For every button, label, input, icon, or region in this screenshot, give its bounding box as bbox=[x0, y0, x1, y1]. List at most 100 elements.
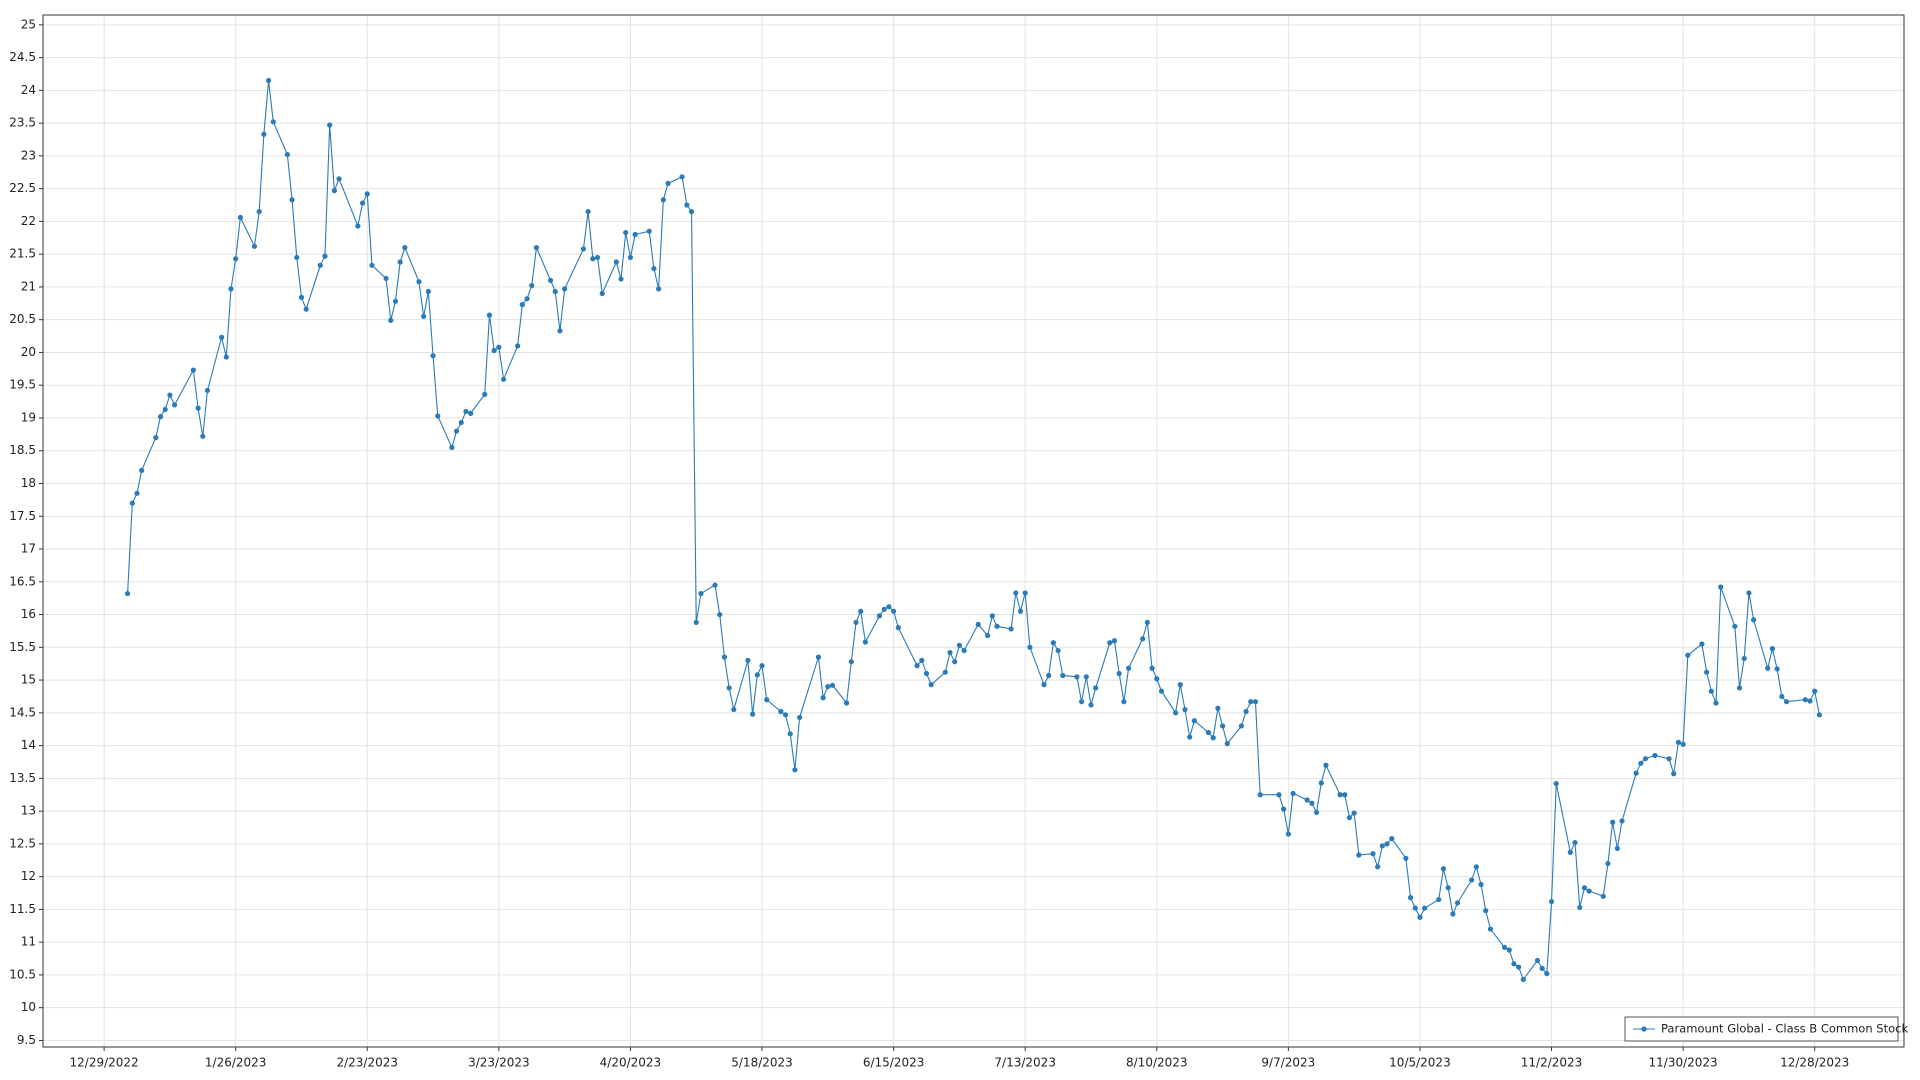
data-point bbox=[383, 275, 389, 282]
y-tick-label: 14.5 bbox=[9, 705, 36, 719]
data-point bbox=[844, 700, 850, 706]
data-point bbox=[223, 354, 229, 360]
data-point bbox=[1389, 836, 1395, 842]
data-point bbox=[1177, 682, 1183, 688]
data-point bbox=[1779, 693, 1785, 700]
data-point bbox=[124, 590, 131, 597]
data-point bbox=[632, 231, 638, 238]
data-point bbox=[1450, 911, 1456, 917]
data-point bbox=[1436, 896, 1442, 903]
data-point bbox=[1318, 780, 1324, 786]
data-point bbox=[233, 256, 239, 262]
data-point bbox=[1219, 723, 1226, 729]
data-point bbox=[928, 682, 934, 688]
data-point bbox=[369, 262, 375, 268]
data-point bbox=[1802, 697, 1808, 703]
data-point bbox=[355, 223, 361, 229]
data-point bbox=[797, 714, 803, 721]
data-point bbox=[200, 433, 206, 439]
data-point bbox=[1379, 843, 1385, 849]
data-point bbox=[1671, 771, 1677, 777]
data-point bbox=[1769, 646, 1776, 652]
data-point bbox=[646, 228, 652, 234]
data-point bbox=[1083, 674, 1089, 680]
data-point bbox=[1088, 702, 1094, 708]
y-tick-label: 21.5 bbox=[9, 247, 36, 261]
data-point bbox=[820, 695, 826, 701]
data-point bbox=[251, 243, 258, 249]
x-tick-label: 3/23/2023 bbox=[468, 1056, 530, 1070]
data-point bbox=[580, 246, 587, 252]
data-point bbox=[1746, 590, 1752, 596]
data-point bbox=[1017, 608, 1024, 614]
data-point bbox=[421, 313, 427, 320]
data-point bbox=[204, 387, 211, 394]
x-tick-label: 10/5/2023 bbox=[1389, 1056, 1451, 1070]
legend-swatch-dot bbox=[1641, 1026, 1647, 1032]
data-point bbox=[228, 286, 234, 292]
data-point bbox=[162, 406, 168, 413]
data-point bbox=[416, 279, 422, 285]
data-point bbox=[463, 408, 469, 415]
data-point bbox=[829, 682, 836, 688]
data-point bbox=[1704, 669, 1710, 675]
data-point bbox=[500, 376, 507, 382]
data-point bbox=[1572, 839, 1578, 846]
data-point bbox=[665, 180, 671, 186]
data-point bbox=[468, 410, 474, 416]
data-point bbox=[134, 490, 140, 496]
data-point bbox=[1403, 855, 1409, 861]
data-point bbox=[1154, 676, 1160, 682]
y-tick-label: 13.5 bbox=[9, 771, 36, 785]
data-point bbox=[1351, 810, 1357, 816]
x-tick-label: 2/23/2023 bbox=[336, 1056, 398, 1070]
data-point bbox=[1534, 957, 1541, 964]
data-point bbox=[1680, 741, 1686, 747]
data-point bbox=[651, 265, 657, 272]
data-point bbox=[853, 619, 859, 626]
y-tick-label: 25 bbox=[21, 17, 36, 31]
data-point bbox=[862, 639, 869, 645]
y-tick-label: 19 bbox=[21, 410, 36, 424]
data-point bbox=[331, 188, 337, 194]
data-point bbox=[1548, 898, 1555, 905]
data-point bbox=[547, 277, 554, 283]
data-point bbox=[1732, 623, 1738, 629]
data-point bbox=[270, 119, 276, 125]
data-point bbox=[1224, 741, 1230, 747]
data-point bbox=[1107, 640, 1113, 646]
y-tick-label: 20 bbox=[21, 345, 36, 359]
y-tick-label: 17 bbox=[21, 542, 36, 556]
data-point bbox=[1140, 636, 1146, 642]
x-tick-label: 9/7/2023 bbox=[1261, 1056, 1315, 1070]
y-tick-label: 12 bbox=[21, 869, 36, 883]
data-point bbox=[1384, 841, 1390, 847]
data-point bbox=[327, 122, 333, 128]
data-point bbox=[1050, 640, 1056, 646]
data-point bbox=[265, 77, 272, 84]
data-point bbox=[237, 214, 243, 221]
y-tick-label: 21 bbox=[21, 279, 36, 293]
data-point bbox=[599, 290, 605, 297]
data-point bbox=[698, 590, 704, 597]
data-point bbox=[891, 608, 897, 614]
data-point bbox=[1675, 739, 1682, 745]
data-point bbox=[726, 685, 732, 691]
data-point bbox=[984, 632, 991, 639]
x-tick-label: 5/18/2023 bbox=[731, 1056, 793, 1070]
data-point bbox=[1713, 700, 1719, 706]
y-tick-label: 20.5 bbox=[9, 312, 36, 326]
data-point bbox=[684, 202, 690, 208]
data-point bbox=[1736, 685, 1743, 691]
data-point bbox=[1544, 971, 1550, 977]
data-point bbox=[1511, 961, 1517, 967]
y-tick-label: 18 bbox=[21, 476, 36, 490]
data-point bbox=[256, 208, 262, 215]
data-point bbox=[848, 659, 854, 665]
data-point bbox=[679, 174, 685, 180]
data-point bbox=[656, 286, 662, 292]
y-tick-label: 17.5 bbox=[9, 509, 36, 523]
y-tick-label: 19.5 bbox=[9, 378, 36, 392]
